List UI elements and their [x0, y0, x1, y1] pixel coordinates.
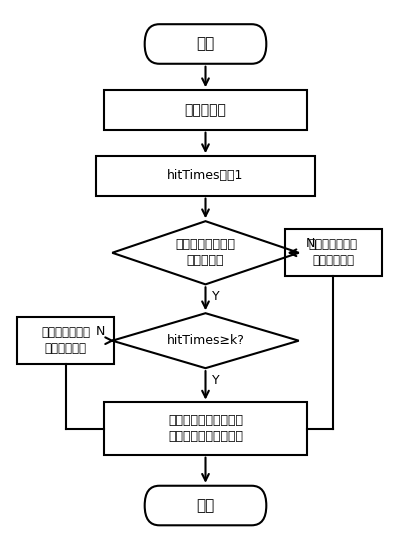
Text: 将缓存项移动到
热数据区头部: 将缓存项移动到 热数据区头部 [309, 238, 358, 268]
Text: 将缓存项从冷数据区删
除，放入热数据区头部: 将缓存项从冷数据区删 除，放入热数据区头部 [168, 414, 243, 443]
Text: 将缓存项移动到
冷数据区头部: 将缓存项移动到 冷数据区头部 [41, 326, 90, 355]
Text: hitTimes值加1: hitTimes值加1 [167, 169, 244, 183]
Text: 结束: 结束 [196, 498, 215, 513]
Text: 开始: 开始 [196, 37, 215, 52]
Bar [96, 156, 315, 195]
Text: N: N [306, 238, 316, 250]
Bar [104, 402, 307, 455]
Bar [17, 317, 114, 364]
Text: Y: Y [212, 374, 219, 387]
Text: N: N [95, 325, 105, 339]
Text: Y: Y [212, 290, 219, 303]
Bar [284, 229, 382, 276]
Text: 命中的缓存存储在
冷数据区？: 命中的缓存存储在 冷数据区？ [175, 238, 236, 268]
Text: hitTimes≥k?: hitTimes≥k? [166, 334, 245, 347]
Bar [104, 90, 307, 130]
Text: 命中缓存项: 命中缓存项 [185, 103, 226, 117]
